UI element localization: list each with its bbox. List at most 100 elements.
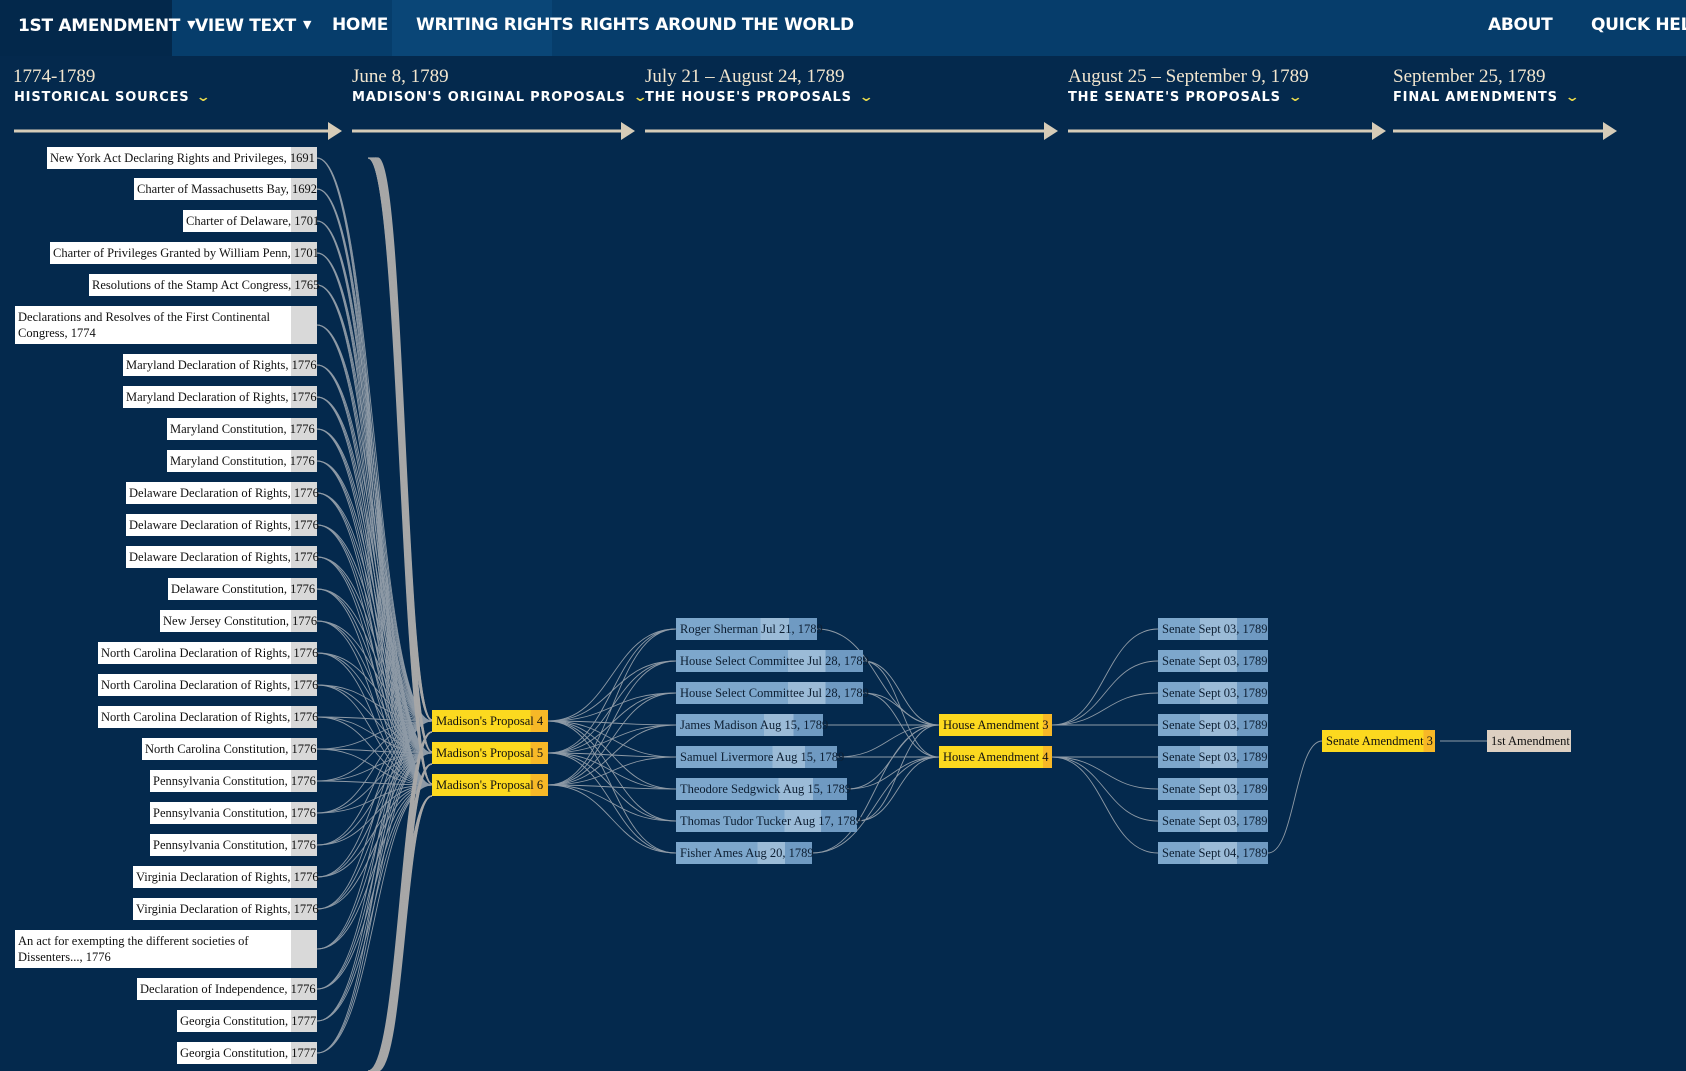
flow-link	[316, 720, 433, 990]
source-node[interactable]: New Jersey Constitution, 1776	[160, 610, 317, 632]
source-node[interactable]: Georgia Constitution, 1777	[177, 1042, 317, 1064]
amendment-selector[interactable]: 1ST AMENDMENT ▼	[0, 0, 196, 56]
source-node[interactable]: Delaware Declaration of Rights, 1776	[126, 514, 319, 536]
source-node[interactable]: Resolutions of the Stamp Act Congress, 1…	[89, 274, 319, 296]
flow-link	[1051, 660, 1159, 726]
flow-link	[316, 720, 433, 1054]
flow-link	[316, 588, 433, 722]
source-node[interactable]: Charter of Privileges Granted by William…	[50, 242, 319, 264]
flow-link	[547, 660, 677, 722]
source-node[interactable]: New York Act Declaring Rights and Privil…	[47, 147, 317, 169]
flow-link	[316, 157, 433, 722]
nav-quick-help[interactable]: QUICK HELP	[1591, 15, 1686, 35]
source-node[interactable]: Pennsylvania Constitution, 1776	[150, 834, 317, 856]
source-node[interactable]: Maryland Constitution, 1776	[167, 450, 317, 472]
source-node[interactable]: Virginia Declaration of Rights, 1776	[133, 898, 319, 920]
source-node[interactable]: Declaration of Independence, 1776	[137, 978, 317, 1000]
chevron-down-icon: ⌄	[196, 90, 213, 105]
house-amendment-node[interactable]: House Amendment 3	[939, 714, 1052, 736]
flow-link	[547, 628, 677, 722]
house-proposal-node[interactable]: Fisher Ames Aug 20, 1789	[676, 842, 814, 864]
flow-link	[316, 720, 433, 950]
flow-link	[377, 731, 433, 1071]
flow-links	[316, 157, 1487, 1071]
flow-link	[547, 720, 677, 854]
house-proposal-node[interactable]: Theodore Sedgwick Aug 15, 1789	[676, 778, 851, 800]
senate-proposal-node[interactable]: Senate Sept 03, 1789	[1158, 618, 1268, 640]
flow-link	[316, 720, 433, 750]
flow-link	[547, 720, 677, 790]
senate-amendment-node[interactable]: Senate Amendment 3	[1322, 730, 1435, 752]
source-node[interactable]: Declarations and Resolves of the First C…	[15, 306, 317, 344]
flow-link	[316, 720, 433, 910]
house-proposal-node[interactable]: Samuel Livermore Aug 15, 1789	[676, 746, 844, 768]
flow-link	[1051, 756, 1159, 854]
source-node[interactable]: Pennsylvania Constitution, 1776	[150, 802, 317, 824]
nav-about[interactable]: ABOUT	[1488, 15, 1553, 35]
source-node[interactable]: Virginia Declaration of Rights, 1776	[133, 866, 319, 888]
final-amendment-node[interactable]: 1st Amendment	[1487, 730, 1571, 752]
source-node[interactable]: Delaware Declaration of Rights, 1776	[126, 482, 319, 504]
house-proposal-node[interactable]: Thomas Tudor Tucker Aug 17, 1789	[676, 810, 862, 832]
source-node[interactable]: Charter of Massachusetts Bay, 1692	[134, 178, 317, 200]
stage-title-label: THE SENATE'S PROPOSALS	[1068, 90, 1281, 105]
house-proposal-node[interactable]: Roger Sherman Jul 21, 1789	[676, 618, 823, 640]
view-text-menu[interactable]: VIEW TEXT ▼	[195, 0, 311, 56]
amendment-label: 1ST AMENDMENT	[18, 16, 181, 36]
flow-link	[316, 720, 433, 814]
flow-link	[316, 752, 433, 910]
chevron-down-icon: ⌄	[858, 90, 875, 105]
timeline-arrow-head	[1044, 122, 1058, 140]
source-node[interactable]: An act for exempting the different socie…	[15, 930, 317, 968]
senate-proposal-node[interactable]: Senate Sept 03, 1789	[1158, 746, 1268, 768]
source-node[interactable]: Maryland Declaration of Rights, 1776	[123, 354, 317, 376]
stage-title-historical[interactable]: HISTORICAL SOURCES ⌄	[14, 90, 213, 105]
chevron-down-icon: ⌄	[1564, 90, 1581, 105]
nav-rights-around-world[interactable]: RIGHTS AROUND THE WORLD	[580, 15, 854, 35]
senate-proposal-node[interactable]: Senate Sept 03, 1789	[1158, 714, 1268, 736]
source-node[interactable]: Georgia Constitution, 1777	[177, 1010, 317, 1032]
madison-proposal-node[interactable]: Madison's Proposal 6	[432, 774, 548, 796]
source-node[interactable]: North Carolina Declaration of Rights, 17…	[98, 642, 318, 664]
source-node[interactable]: Pennsylvania Constitution, 1776	[150, 770, 317, 792]
source-node[interactable]: Charter of Delaware, 1701	[183, 210, 319, 232]
senate-proposal-node[interactable]: Senate Sept 04, 1789	[1158, 842, 1268, 864]
senate-proposal-node[interactable]: Senate Sept 03, 1789	[1158, 650, 1268, 672]
flow-link	[316, 720, 433, 782]
source-node[interactable]: Delaware Constitution, 1776	[168, 578, 317, 600]
source-node[interactable]: Maryland Constitution, 1776	[167, 418, 317, 440]
house-amendment-node[interactable]: House Amendment 4	[939, 746, 1052, 768]
source-node[interactable]: Delaware Declaration of Rights, 1776	[126, 546, 319, 568]
flow-link	[547, 720, 677, 822]
madison-proposal-node[interactable]: Madison's Proposal 4	[432, 710, 548, 732]
madison-proposal-node[interactable]: Madison's Proposal 5	[432, 742, 548, 764]
stage-date-final: September 25, 1789	[1393, 66, 1546, 87]
house-proposal-node[interactable]: House Select Committee Jul 28, 1789	[676, 650, 869, 672]
source-node[interactable]: North Carolina Declaration of Rights, 17…	[98, 706, 318, 728]
flow-link	[316, 684, 433, 722]
source-node[interactable]: North Carolina Constitution, 1776	[142, 738, 317, 760]
flow-link	[547, 720, 677, 758]
stage-title-madison[interactable]: MADISON'S ORIGINAL PROPOSALS ⌄	[352, 90, 648, 105]
senate-proposal-node[interactable]: Senate Sept 03, 1789	[1158, 682, 1268, 704]
nav-writing-rights[interactable]: WRITING RIGHTS	[392, 0, 574, 56]
senate-proposal-node[interactable]: Senate Sept 03, 1789	[1158, 810, 1268, 832]
nav-home[interactable]: HOME	[332, 15, 389, 35]
house-proposal-node[interactable]: House Select Committee Jul 28, 1789	[676, 682, 869, 704]
senate-proposal-node[interactable]: Senate Sept 03, 1789	[1158, 778, 1268, 800]
house-proposal-node[interactable]: James Madison Aug 15, 1789	[676, 714, 828, 736]
top-nav: 1ST AMENDMENT ▼ VIEW TEXT ▼ HOME WRITING R…	[0, 0, 1686, 56]
flow-link	[316, 324, 433, 754]
flow-link	[316, 188, 433, 722]
source-node[interactable]: North Carolina Declaration of Rights, 17…	[98, 674, 318, 696]
source-node[interactable]: Maryland Declaration of Rights, 1776	[123, 386, 317, 408]
stage-date-madison: June 8, 1789	[352, 66, 449, 87]
flow-link	[811, 756, 940, 854]
stage-title-final[interactable]: FINAL AMENDMENTS ⌄	[1393, 90, 1581, 105]
flow-link	[316, 752, 433, 950]
flow-link	[316, 492, 433, 722]
stage-title-house[interactable]: THE HOUSE'S PROPOSALS ⌄	[645, 90, 875, 105]
timeline-arrow-head	[1372, 122, 1386, 140]
stage-title-senate[interactable]: THE SENATE'S PROPOSALS ⌄	[1068, 90, 1303, 105]
